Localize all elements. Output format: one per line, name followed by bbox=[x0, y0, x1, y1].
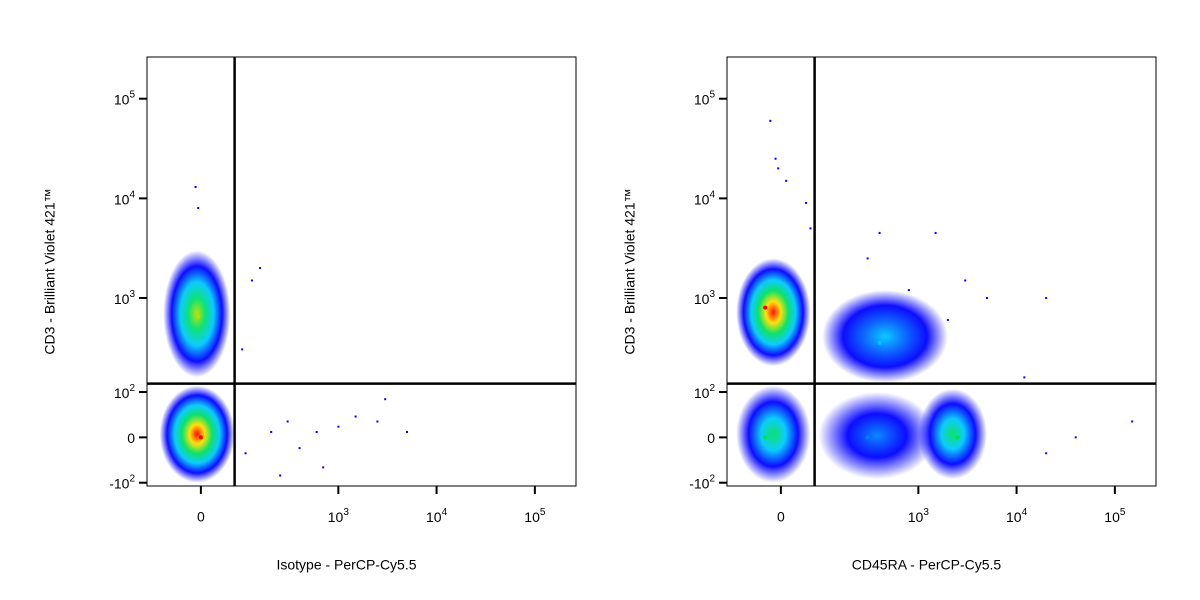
event-dot bbox=[985, 296, 988, 299]
y-tick-label: 105 bbox=[694, 89, 716, 107]
y-tick-label: 102 bbox=[694, 383, 716, 401]
density-peak bbox=[196, 314, 201, 319]
event-dot bbox=[769, 119, 772, 122]
event-dot bbox=[241, 348, 244, 351]
y-tick-label: 103 bbox=[114, 289, 136, 307]
event-dot bbox=[866, 257, 869, 260]
x-tick-label: 0 bbox=[777, 509, 785, 525]
event-dot bbox=[194, 186, 197, 189]
event-dot bbox=[322, 466, 325, 469]
event-dot bbox=[315, 430, 318, 433]
density-peak bbox=[865, 435, 870, 440]
event-dot bbox=[286, 420, 289, 423]
y-tick-label: 103 bbox=[694, 289, 716, 307]
plot-frame bbox=[726, 56, 1157, 487]
y-axis-title: CD3 - Brilliant Violet 421™ bbox=[42, 188, 58, 354]
event-dot bbox=[298, 447, 301, 450]
event-dot bbox=[405, 430, 408, 433]
density-cloud bbox=[818, 392, 936, 480]
event-dot bbox=[1045, 296, 1048, 299]
event-dot bbox=[1131, 420, 1134, 423]
event-dot bbox=[354, 415, 357, 418]
plot-area bbox=[159, 186, 408, 483]
plot-area bbox=[736, 119, 1134, 483]
event-dot bbox=[250, 279, 253, 282]
density-cloud bbox=[822, 290, 948, 383]
event-dot bbox=[1045, 452, 1048, 455]
y-tick-label: 102 bbox=[114, 383, 136, 401]
event-dot bbox=[270, 430, 273, 433]
y-tick-label: 0 bbox=[127, 430, 135, 446]
event-dot bbox=[934, 231, 937, 234]
density-cloud bbox=[736, 385, 811, 483]
density-cloud bbox=[918, 388, 987, 480]
x-axis-title: Isotype - PerCP-Cy5.5 bbox=[276, 557, 416, 573]
y-tick-label: 104 bbox=[114, 189, 136, 207]
event-dot bbox=[809, 227, 812, 230]
event-dot bbox=[946, 318, 949, 321]
y-tick-label: -102 bbox=[109, 473, 135, 491]
density-cloud bbox=[163, 250, 231, 378]
density-peak bbox=[877, 340, 882, 345]
density-peak bbox=[955, 435, 960, 440]
y-axis-title: CD3 - Brilliant Violet 421™ bbox=[622, 188, 638, 354]
event-dot bbox=[376, 420, 379, 423]
event-dot bbox=[1023, 376, 1026, 379]
density-peak bbox=[763, 435, 768, 440]
density-cloud bbox=[159, 385, 235, 483]
y-tick-label: -102 bbox=[689, 473, 715, 491]
event-dot bbox=[805, 201, 808, 204]
x-tick-label: 104 bbox=[426, 507, 448, 525]
x-tick-label: 103 bbox=[328, 507, 350, 525]
x-tick-label: 103 bbox=[908, 507, 930, 525]
event-dot bbox=[785, 179, 788, 182]
y-tick-label: 104 bbox=[694, 189, 716, 207]
x-tick-label: 105 bbox=[1104, 507, 1126, 525]
x-tick-label: 0 bbox=[197, 509, 205, 525]
event-dot bbox=[337, 425, 340, 428]
y-tick-label: 105 bbox=[114, 89, 136, 107]
event-dot bbox=[907, 289, 910, 292]
y-tick-label: 0 bbox=[707, 430, 715, 446]
event-dot bbox=[964, 279, 967, 282]
event-dot bbox=[1074, 436, 1077, 439]
event-dot bbox=[777, 167, 780, 170]
event-dot bbox=[878, 231, 881, 234]
event-dot bbox=[384, 398, 387, 401]
x-tick-label: 105 bbox=[524, 507, 546, 525]
x-tick-label: 104 bbox=[1006, 507, 1028, 525]
event-dot bbox=[244, 452, 247, 455]
density-cloud bbox=[736, 258, 811, 367]
x-axis-title: CD45RA - PerCP-Cy5.5 bbox=[852, 557, 1002, 573]
event-dot bbox=[197, 207, 200, 210]
density-peak bbox=[763, 305, 768, 310]
event-dot bbox=[774, 157, 777, 160]
plot-frame bbox=[146, 56, 577, 487]
event-dot bbox=[279, 474, 282, 477]
density-peak bbox=[198, 435, 203, 440]
event-dot bbox=[259, 267, 262, 270]
